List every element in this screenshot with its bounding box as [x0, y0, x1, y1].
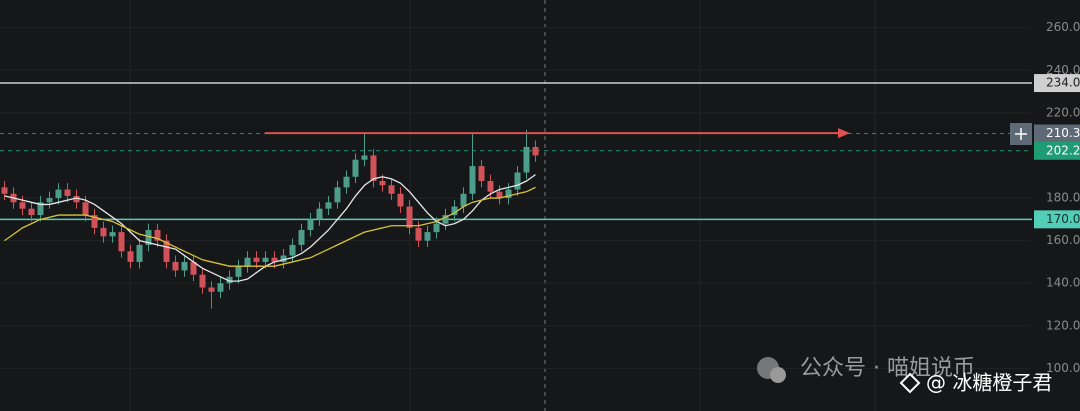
candle-body: [532, 146, 539, 156]
candle-body: [379, 181, 386, 186]
candle-body: [136, 244, 143, 262]
candle-body: [163, 240, 170, 262]
watermark-2: @ 冰糖橙子君: [926, 371, 1052, 395]
candle-body: [262, 257, 269, 262]
candle-body: [235, 266, 242, 277]
wechat-icon: [770, 367, 786, 383]
candle-body: [19, 202, 26, 209]
candle-body: [217, 283, 224, 292]
ma-line: [4, 186, 536, 267]
candle-body: [55, 189, 62, 199]
candle-body: [127, 251, 134, 262]
candle-body: [514, 172, 521, 190]
y-tick-label: 100.0: [1046, 361, 1080, 375]
candle-body: [145, 229, 152, 245]
candle-body: [64, 189, 71, 196]
candle-body: [460, 193, 467, 207]
y-tick-label: 180.0: [1046, 191, 1080, 205]
candle-body: [28, 208, 35, 216]
price-label: 234.0: [1046, 76, 1080, 90]
price-label-box: [1034, 74, 1080, 93]
candle-body: [289, 244, 296, 256]
candle-body: [73, 195, 80, 203]
candle-body: [226, 276, 233, 284]
y-tick-label: 220.0: [1046, 105, 1080, 119]
y-tick-label: 240.0: [1046, 63, 1080, 77]
candle-body: [37, 202, 44, 216]
candle-body: [1, 187, 8, 194]
candle-body: [181, 261, 188, 271]
candle-body: [208, 287, 215, 292]
candle-body: [298, 229, 305, 245]
candle-body: [118, 232, 125, 252]
candle-body: [505, 189, 512, 199]
candle-body: [244, 257, 251, 267]
candle-body: [451, 206, 458, 216]
candle-body: [361, 155, 368, 160]
candle-body: [487, 181, 494, 192]
candle-body: [82, 202, 89, 216]
candle-body: [91, 215, 98, 228]
candle-body: [442, 215, 449, 224]
candle-body: [496, 191, 503, 199]
candle-body: [271, 257, 278, 262]
candle-body: [154, 229, 161, 241]
candle-body: [190, 261, 197, 275]
candle-body: [343, 176, 350, 188]
candle-body: [334, 187, 341, 203]
price-label: 202.2: [1046, 143, 1080, 157]
candle-body: [523, 146, 530, 173]
price-label-box: [1034, 210, 1080, 229]
candle-body: [100, 227, 107, 237]
price-label: 210.3: [1046, 126, 1080, 140]
logo-icon: [899, 372, 921, 394]
candle-body: [253, 257, 260, 262]
watermark-1: 公众号 · 喵姐说币: [800, 356, 975, 381]
candle-body: [307, 219, 314, 230]
y-tick-label: 260.0: [1046, 20, 1080, 34]
candle-body: [469, 166, 476, 194]
price-label-box: [1034, 141, 1080, 160]
candle-body: [109, 232, 116, 237]
candle-body: [46, 198, 53, 203]
y-tick-label: 160.0: [1046, 233, 1080, 247]
candle-body: [433, 223, 440, 233]
candle-body: [415, 227, 422, 241]
ma-line: [4, 174, 536, 282]
plus-icon: [1015, 128, 1027, 140]
candle-body: [280, 255, 287, 262]
candle-body: [199, 274, 206, 288]
price-label: 170.0: [1046, 212, 1080, 226]
y-tick-label: 120.0: [1046, 318, 1080, 332]
candle-body: [397, 193, 404, 207]
candle-body: [406, 206, 413, 228]
candle-body: [388, 185, 395, 194]
candle-body: [316, 208, 323, 220]
price-label-box: [1034, 124, 1080, 143]
candle-body: [172, 261, 179, 271]
candle-body: [370, 155, 377, 182]
candle-body: [325, 202, 332, 209]
candle-body: [352, 159, 359, 177]
y-tick-label: 140.0: [1046, 276, 1080, 290]
candle-body: [478, 166, 485, 182]
v-grid: [129, 0, 876, 411]
arrow-head: [838, 128, 850, 139]
candle-body: [424, 232, 431, 241]
